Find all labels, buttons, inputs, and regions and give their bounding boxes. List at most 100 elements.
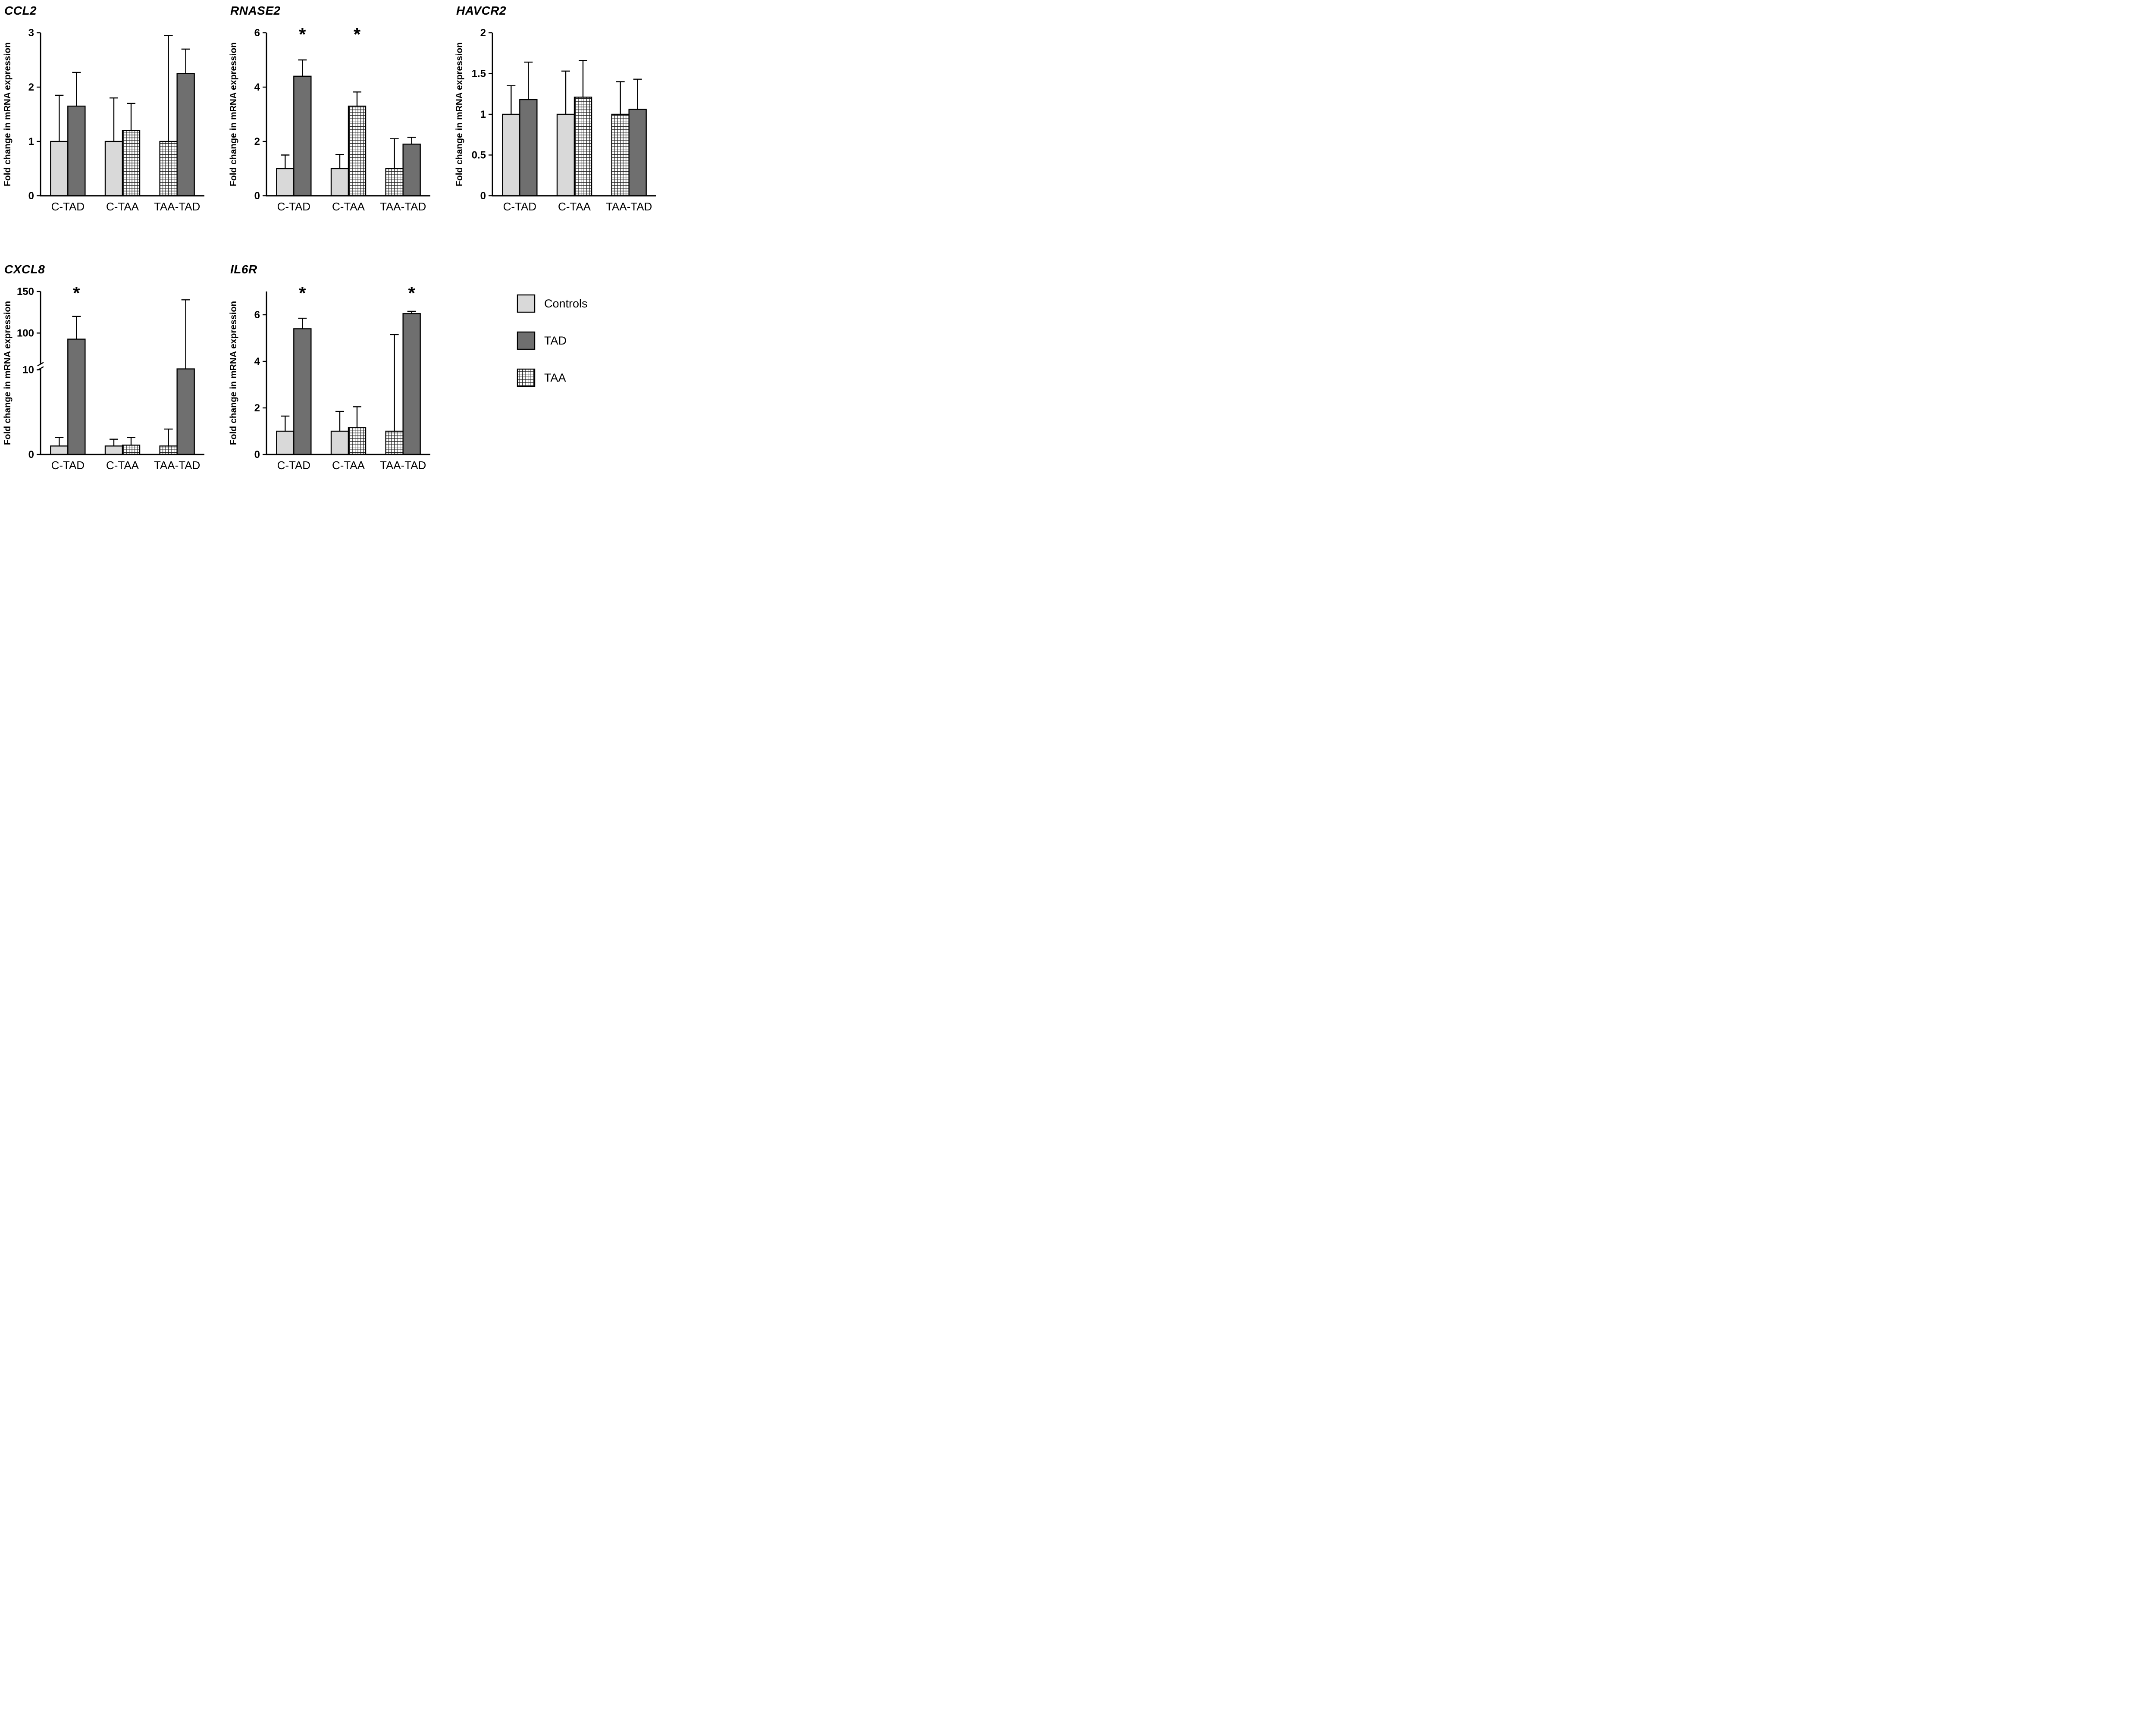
- bar-controls: [104, 141, 123, 197]
- y-axis-title: Fold change in mRNA expression: [229, 301, 238, 445]
- figure-grid: CCL2 C-TAD C-TAA TAA-TAD 0 1 2 3 Fold change in …: [0, 0, 678, 479]
- bar-controls: [556, 113, 575, 197]
- y-tick-label: 0: [480, 190, 486, 202]
- y-tick-label: 100: [17, 327, 34, 339]
- bar-controls: [330, 168, 349, 197]
- bar-taa: [159, 141, 178, 197]
- chart-title-cxcl8: CXCL8: [4, 263, 45, 276]
- x-category-label: C-TAD: [51, 200, 85, 213]
- x-category-label: TAA-TAD: [380, 459, 426, 472]
- bar-controls: [276, 430, 295, 455]
- bar-taa: [611, 113, 630, 197]
- chart-title-ccl2: CCL2: [4, 4, 37, 17]
- y-tick-label: 1.5: [472, 68, 486, 80]
- x-category-label: C-TAD: [503, 200, 537, 213]
- bar-tad: [176, 368, 195, 455]
- bar-taa: [385, 168, 404, 197]
- y-axis-title: Fold change in mRNA expression: [454, 42, 464, 186]
- bar-tad: [176, 73, 195, 197]
- bar-controls: [330, 430, 349, 455]
- y-axis-title: Fold change in mRNA expression: [3, 42, 13, 186]
- y-tick-label: 0: [28, 190, 34, 202]
- x-category-label: TAA-TAD: [380, 200, 426, 213]
- bar-taa: [573, 97, 592, 197]
- x-category-label: C-TAA: [558, 200, 591, 213]
- bar-controls: [276, 168, 295, 197]
- y-tick-label: 0.5: [472, 150, 486, 161]
- y-axis-title: Fold change in mRNA expression: [3, 301, 13, 445]
- chart-rnase2: RNASE2 * C-TAD * C-TAA TAA-TAD 0 2 4 6 Fold change…: [226, 0, 452, 234]
- legend-label: TAD: [544, 334, 567, 347]
- bar-tad: [402, 313, 421, 455]
- legend-item-controls: Controls: [517, 294, 678, 313]
- significance-marker: *: [408, 283, 415, 303]
- significance-marker: *: [354, 24, 361, 44]
- x-category-label: C-TAA: [332, 459, 365, 472]
- chart-title-havcr2: HAVCR2: [456, 4, 507, 17]
- bar-taa: [348, 105, 367, 197]
- chart-ccl2: CCL2 C-TAD C-TAA TAA-TAD 0 1 2 3 Fold change in …: [0, 0, 226, 234]
- x-category-label: C-TAA: [332, 200, 365, 213]
- bar-tad: [67, 105, 86, 197]
- x-category-label: C-TAA: [106, 200, 139, 213]
- y-tick-label: 0: [254, 190, 260, 202]
- y-tick-label: 4: [254, 81, 260, 93]
- axis-break-mark: [37, 362, 44, 367]
- legend: Controls TAD TAA: [452, 234, 678, 479]
- significance-marker: *: [299, 24, 306, 44]
- y-tick-label: 2: [254, 402, 260, 414]
- y-tick-label: 1: [28, 136, 34, 147]
- chart-title-il6r: IL6R: [230, 263, 257, 276]
- y-axis-title: Fold change in mRNA expression: [229, 42, 238, 186]
- legend-item-tad: TAD: [517, 331, 678, 350]
- y-tick-label: 1: [480, 109, 486, 120]
- legend-item-taa: TAA: [517, 368, 678, 387]
- x-category-label: TAA-TAD: [606, 200, 652, 213]
- bar-controls: [50, 141, 69, 197]
- y-tick-label: 2: [480, 27, 486, 39]
- chart-title-rnase2: RNASE2: [230, 4, 281, 17]
- y-tick-label: 10: [22, 364, 34, 376]
- y-tick-label: 0: [254, 449, 260, 461]
- y-tick-label: 2: [28, 81, 34, 93]
- bar-taa: [159, 445, 178, 455]
- x-category-label: C-TAA: [106, 459, 139, 472]
- chart-il6r: IL6R * C-TAD C-TAA * TAA-TAD 0 2 4 6 Fold change i…: [226, 234, 452, 479]
- x-category-label: TAA-TAD: [154, 459, 200, 472]
- y-tick-label: 6: [254, 27, 260, 39]
- significance-marker: *: [299, 283, 306, 303]
- bar-taa: [348, 427, 367, 455]
- x-category-label: TAA-TAD: [154, 200, 200, 213]
- chart-canvas-cxcl8: * C-TAD C-TAA TAA-TAD 0 10 100 150 Fold change i…: [3, 283, 204, 472]
- bar-tad: [293, 75, 312, 197]
- legend-swatch-tad: [517, 331, 536, 350]
- bar-tad: [293, 328, 312, 455]
- chart-canvas-rnase2: * C-TAD * C-TAA TAA-TAD 0 2 4 6 Fold change in mR…: [229, 24, 430, 213]
- bar-tad: [628, 109, 647, 197]
- chart-cxcl8: CXCL8 * C-TAD C-TAA TAA-TAD 0 10 100 150 Fold cha…: [0, 234, 226, 479]
- bar-tad: [402, 144, 421, 197]
- bar-controls: [502, 113, 520, 197]
- legend-swatch-controls: [517, 294, 536, 313]
- legend-label: TAA: [544, 371, 566, 384]
- bar-tad: [67, 338, 86, 455]
- y-tick-label: 2: [254, 136, 260, 147]
- y-tick-label: 3: [28, 27, 34, 39]
- x-category-label: C-TAD: [277, 200, 311, 213]
- chart-canvas-il6r: * C-TAD C-TAA * TAA-TAD 0 2 4 6 Fold change in mR…: [229, 283, 430, 472]
- legend-swatch-taa: [517, 368, 536, 387]
- chart-canvas-havcr2: C-TAD C-TAA TAA-TAD 0 0.5 1 1.5 2 Fold change in…: [454, 27, 656, 213]
- bar-controls: [104, 445, 123, 455]
- x-category-label: C-TAD: [51, 459, 85, 472]
- y-tick-label: 0: [28, 449, 34, 461]
- y-tick-label: 6: [254, 309, 260, 321]
- bar-taa: [122, 445, 141, 455]
- chart-havcr2: HAVCR2 C-TAD C-TAA TAA-TAD 0 0.5 1 1.5 2 Fold cha…: [452, 0, 678, 234]
- x-category-label: C-TAD: [277, 459, 311, 472]
- chart-canvas-ccl2: C-TAD C-TAA TAA-TAD 0 1 2 3 Fold change in mRNA…: [3, 27, 204, 213]
- bar-taa: [122, 130, 141, 197]
- bar-taa: [385, 430, 404, 455]
- legend-label: Controls: [544, 297, 588, 310]
- y-tick-label: 150: [17, 286, 34, 298]
- bar-tad: [519, 99, 538, 197]
